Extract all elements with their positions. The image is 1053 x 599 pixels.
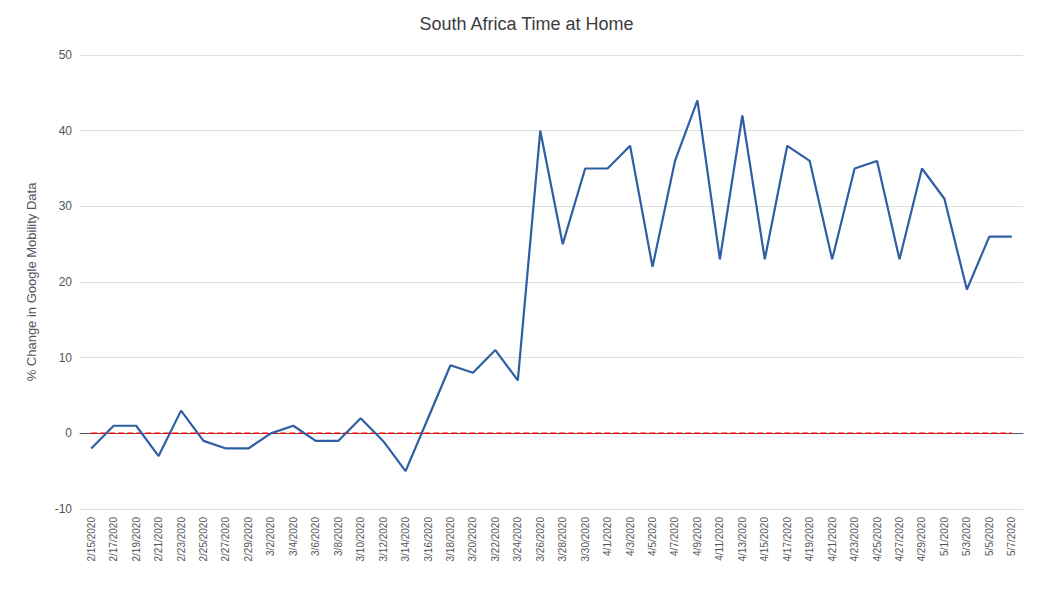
svg-text:4/25/2020: 4/25/2020: [872, 517, 883, 562]
svg-text:4/15/2020: 4/15/2020: [759, 517, 770, 562]
svg-text:4/27/2020: 4/27/2020: [894, 517, 905, 562]
svg-text:40: 40: [59, 124, 73, 138]
svg-text:2/23/2020: 2/23/2020: [176, 517, 187, 562]
svg-text:3/8/2020: 3/8/2020: [333, 517, 344, 556]
svg-text:3/4/2020: 3/4/2020: [288, 517, 299, 556]
svg-text:-10: -10: [55, 502, 73, 516]
svg-text:2/21/2020: 2/21/2020: [153, 517, 164, 562]
svg-text:0: 0: [65, 426, 72, 440]
svg-text:4/9/2020: 4/9/2020: [692, 517, 703, 556]
svg-text:4/19/2020: 4/19/2020: [804, 517, 815, 562]
svg-text:30: 30: [59, 199, 73, 213]
svg-text:5/3/2020: 5/3/2020: [961, 517, 972, 556]
svg-text:3/2/2020: 3/2/2020: [265, 517, 276, 556]
svg-text:3/28/2020: 3/28/2020: [557, 517, 568, 562]
svg-text:4/17/2020: 4/17/2020: [782, 517, 793, 562]
svg-text:3/10/2020: 3/10/2020: [355, 517, 366, 562]
svg-text:4/11/2020: 4/11/2020: [714, 517, 725, 561]
svg-text:3/22/2020: 3/22/2020: [490, 517, 501, 562]
svg-text:2/27/2020: 2/27/2020: [220, 517, 231, 562]
svg-text:4/23/2020: 4/23/2020: [849, 517, 860, 562]
svg-text:% Change in Google Mobility Da: % Change in Google Mobility Data: [24, 182, 39, 381]
svg-text:50: 50: [59, 48, 73, 62]
svg-text:2/25/2020: 2/25/2020: [198, 517, 209, 562]
svg-text:3/18/2020: 3/18/2020: [445, 517, 456, 562]
svg-text:4/3/2020: 4/3/2020: [625, 517, 636, 556]
svg-text:4/1/2020: 4/1/2020: [602, 517, 613, 556]
svg-text:2/15/2020: 2/15/2020: [86, 517, 97, 562]
svg-text:5/1/2020: 5/1/2020: [939, 517, 950, 556]
svg-text:4/29/2020: 4/29/2020: [916, 517, 927, 562]
svg-text:3/6/2020: 3/6/2020: [310, 517, 321, 556]
svg-text:2/29/2020: 2/29/2020: [243, 517, 254, 562]
svg-text:3/30/2020: 3/30/2020: [580, 517, 591, 562]
svg-text:5/5/2020: 5/5/2020: [984, 517, 995, 556]
svg-text:2/17/2020: 2/17/2020: [108, 517, 119, 562]
svg-text:4/7/2020: 4/7/2020: [669, 517, 680, 556]
svg-text:20: 20: [59, 275, 73, 289]
svg-text:2/19/2020: 2/19/2020: [131, 517, 142, 562]
svg-text:3/14/2020: 3/14/2020: [400, 517, 411, 562]
svg-text:3/16/2020: 3/16/2020: [423, 517, 434, 562]
svg-text:3/26/2020: 3/26/2020: [535, 517, 546, 562]
svg-text:3/12/2020: 3/12/2020: [378, 517, 389, 562]
svg-text:10: 10: [59, 351, 73, 365]
svg-text:5/7/2020: 5/7/2020: [1006, 517, 1017, 556]
svg-text:4/13/2020: 4/13/2020: [737, 517, 748, 562]
svg-text:4/21/2020: 4/21/2020: [827, 517, 838, 562]
svg-text:South Africa Time at Home: South Africa Time at Home: [419, 14, 633, 34]
svg-text:3/20/2020: 3/20/2020: [467, 517, 478, 562]
svg-text:3/24/2020: 3/24/2020: [512, 517, 523, 562]
svg-text:4/5/2020: 4/5/2020: [647, 517, 658, 556]
